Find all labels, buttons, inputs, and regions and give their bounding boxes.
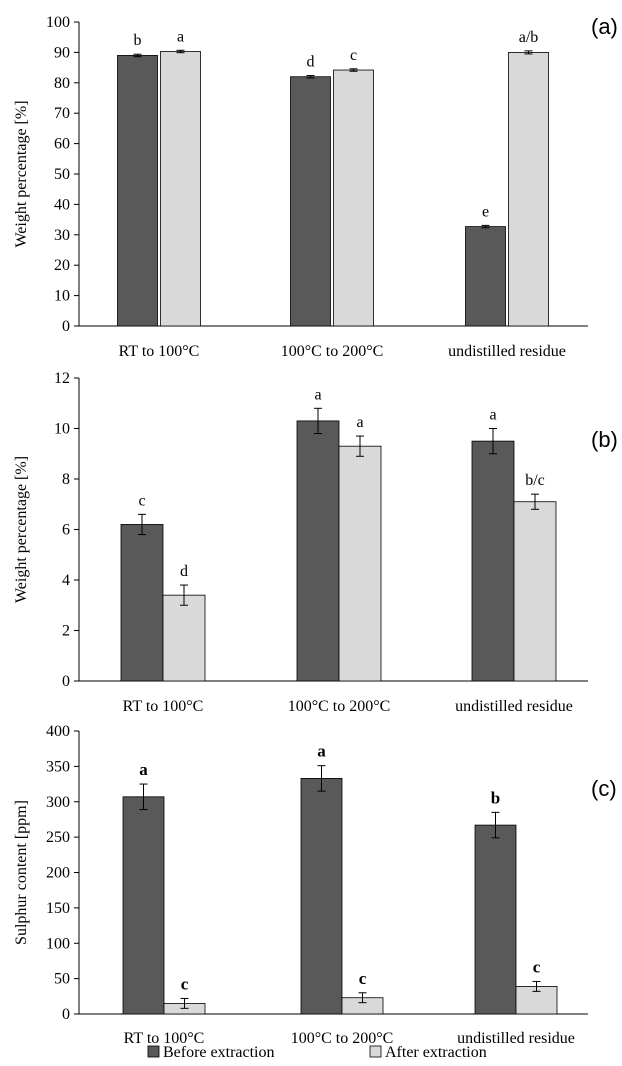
x-category-label: 100°C to 200°C: [291, 1030, 394, 1047]
significance-label: c: [181, 974, 189, 993]
significance-label: c: [350, 47, 357, 64]
y-axis-label: Weight percentage [%]: [13, 456, 30, 603]
y-axis-label: Sulphur content [ppm]: [13, 800, 30, 945]
significance-label: d: [307, 54, 315, 71]
significance-label: a: [177, 28, 184, 45]
legend-swatch: [369, 1045, 382, 1058]
x-category-label: undistilled residue: [455, 698, 573, 715]
y-tick-label: 100: [46, 14, 70, 31]
significance-label: c: [359, 969, 367, 988]
y-tick-label: 40: [54, 196, 70, 213]
bar-after-extraction: [160, 51, 201, 327]
bar-before-extraction: [300, 778, 343, 1015]
bar-before-extraction: [122, 796, 165, 1015]
legend: Before extraction After extraction: [147, 1044, 487, 1061]
bar-after-extraction: [513, 501, 557, 682]
y-tick-label: 0: [62, 1006, 70, 1023]
significance-label: e: [482, 203, 489, 220]
bar-before-extraction: [120, 524, 164, 682]
significance-label: d: [180, 563, 188, 580]
bar-after-extraction: [338, 445, 382, 682]
x-category-label: 100°C to 200°C: [288, 698, 391, 715]
y-tick-label: 80: [54, 75, 70, 92]
y-tick-label: 6: [62, 522, 70, 539]
panel-label: (b): [591, 427, 618, 452]
legend-item-before-extraction: Before extraction: [147, 1044, 275, 1061]
legend-label: After extraction: [385, 1044, 487, 1061]
significance-label: a: [489, 407, 496, 424]
bar-before-extraction: [117, 55, 158, 327]
panel-label: (a): [591, 14, 618, 39]
bar-before-extraction: [290, 76, 331, 327]
bar-before-extraction: [474, 824, 517, 1015]
chart-panel-3: 0 50 100 150 200 250 300 350 400 Sulphur content …: [13, 723, 617, 1047]
bar-after-extraction: [162, 594, 206, 682]
y-tick-label: 250: [46, 829, 70, 846]
y-tick-label: 60: [54, 136, 70, 153]
y-tick-label: 12: [54, 370, 70, 387]
significance-label: c: [138, 492, 145, 509]
x-category-label: 100°C to 200°C: [281, 343, 384, 360]
y-tick-label: 300: [46, 794, 70, 811]
y-tick-label: 100: [46, 935, 70, 952]
y-tick-label: 350: [46, 758, 70, 775]
bar-after-extraction: [333, 69, 374, 327]
x-category-label: RT to 100°C: [119, 343, 200, 360]
significance-label: c: [533, 957, 541, 976]
legend-swatch: [147, 1045, 160, 1058]
significance-label: b/c: [525, 472, 545, 489]
y-tick-label: 50: [54, 971, 70, 988]
x-category-label: undistilled residue: [448, 343, 566, 360]
y-tick-label: 2: [62, 623, 70, 640]
significance-label: a/b: [519, 29, 539, 46]
y-tick-label: 30: [54, 227, 70, 244]
significance-label: a: [139, 760, 148, 779]
significance-label: a: [314, 386, 321, 403]
x-category-label: undistilled residue: [457, 1030, 575, 1047]
significance-label: a: [356, 414, 363, 431]
y-tick-label: 0: [62, 318, 70, 335]
y-tick-label: 10: [54, 421, 70, 438]
bar-after-extraction: [508, 52, 549, 327]
bar-before-extraction: [296, 420, 340, 682]
y-tick-label: 150: [46, 900, 70, 917]
y-tick-label: 90: [54, 44, 70, 61]
chart-panel-2: 0 2 4 6 8 10 12 Weight percentage [%] (b) RT to 1…: [13, 370, 618, 715]
x-category-label: RT to 100°C: [123, 698, 204, 715]
y-tick-label: 70: [54, 105, 70, 122]
chart-panel-1: 0 10 20 30 40 50 60 70 80 90 100 Weight percentage …: [13, 14, 618, 360]
panel-label: (c): [591, 776, 617, 801]
bar-before-extraction: [471, 440, 515, 682]
y-tick-label: 8: [62, 471, 70, 488]
significance-label: b: [491, 788, 500, 807]
significance-label: a: [317, 742, 326, 761]
y-tick-label: 400: [46, 723, 70, 740]
y-tick-label: 20: [54, 257, 70, 274]
legend-label: Before extraction: [163, 1044, 275, 1061]
y-tick-label: 10: [54, 288, 70, 305]
bar-before-extraction: [465, 226, 506, 327]
x-category-label: RT to 100°C: [124, 1030, 205, 1047]
y-tick-label: 0: [62, 673, 70, 690]
y-tick-label: 4: [62, 572, 70, 589]
y-axis-label: Weight percentage [%]: [13, 100, 30, 247]
y-tick-label: 200: [46, 865, 70, 882]
legend-item-after-extraction: After extraction: [369, 1044, 487, 1061]
y-tick-label: 50: [54, 166, 70, 183]
significance-label: b: [134, 32, 142, 49]
